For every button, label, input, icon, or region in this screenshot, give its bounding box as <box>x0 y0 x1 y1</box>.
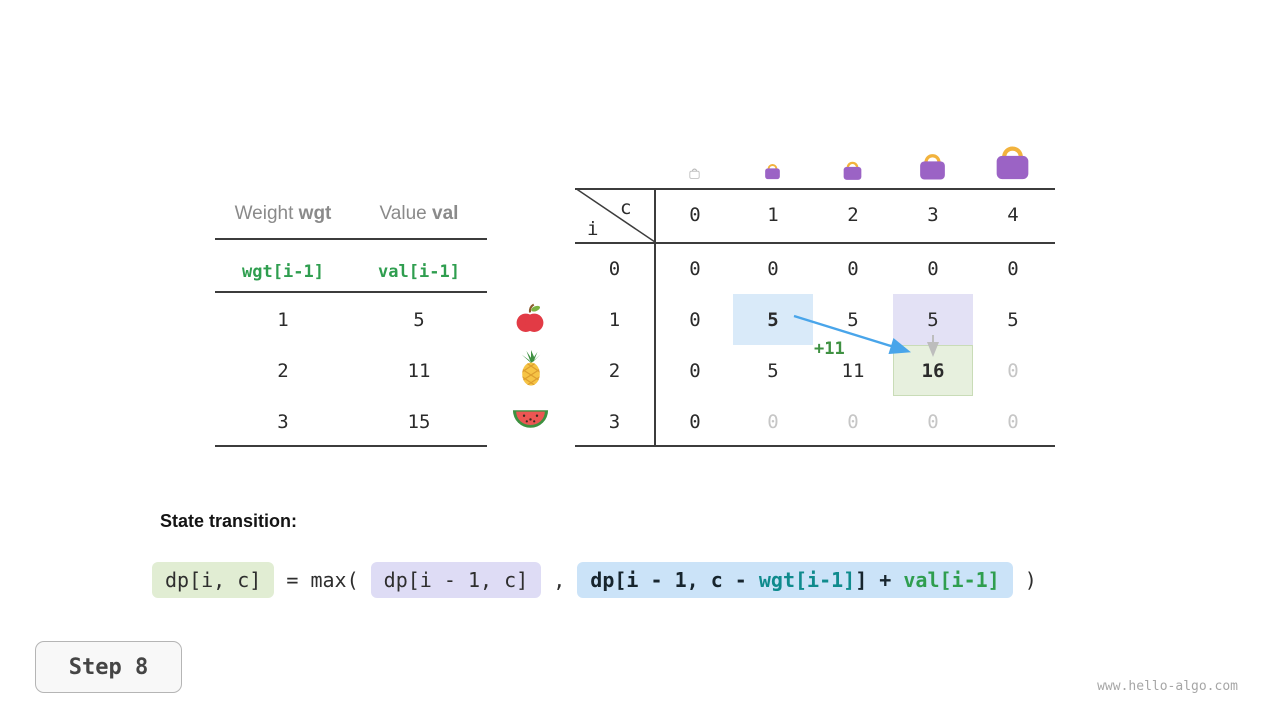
dp-row-header-3: 3 <box>608 410 621 433</box>
formula-closing: ) <box>1012 568 1037 592</box>
dp-col-header-2: 2 <box>847 204 859 226</box>
item-3-value: 15 <box>407 411 431 433</box>
items-bottom-rule <box>215 445 487 447</box>
dp-cell-i2-c3: 16 <box>893 345 973 396</box>
dp-cell-i0-c2: 0 <box>847 257 859 280</box>
dp-cell-i3-c4: 0 <box>1007 410 1019 433</box>
dp-cell-i1-c3: 5 <box>893 294 973 345</box>
dp-cell-i1-c1: 5 <box>733 294 813 345</box>
dp-cell-i2-c0: 0 <box>689 359 701 382</box>
dp-cell-i0-c1: 0 <box>767 257 779 280</box>
dp-cell-i2-c2: 11 <box>841 359 865 382</box>
item-row-1: 1 5 <box>215 305 487 335</box>
formula-arg2: dp[i - 1, c - wgt[i-1]] + val[i-1] <box>577 562 1013 598</box>
wgt-index-code: wgt[i-1] <box>242 262 324 282</box>
formula-arg2-part-val: val[i-1] <box>903 568 1000 592</box>
dp-cell-i1-c4: 5 <box>1007 308 1019 331</box>
item-1-value: 5 <box>413 309 425 331</box>
formula-arg2-part-wgt: wgt[i-1] <box>758 568 856 592</box>
bag-icon-capacity-4 <box>996 146 1029 180</box>
transition-value-label: +11 <box>814 339 845 359</box>
item-row-2: 2 11 <box>215 356 487 386</box>
weight-column-header: Weight wgt <box>234 203 332 224</box>
item-row-3: 3 15 <box>215 407 487 437</box>
formula-arg1: dp[i - 1, c] <box>370 562 542 598</box>
watermark: www.hello-algo.com <box>1097 679 1238 694</box>
step-badge: Step 8 <box>35 641 182 693</box>
dp-cell-i2-c1: 5 <box>767 359 779 382</box>
dp-corner-diagonal <box>575 188 655 242</box>
formula-separator: , <box>541 568 578 592</box>
bag-icon-capacity-3 <box>920 154 945 180</box>
bag-icon-capacity-1 <box>765 164 780 180</box>
dp-cell-i2-c4: 0 <box>1007 359 1019 382</box>
items-index-rule <box>215 291 487 293</box>
dp-header-rule <box>575 242 1055 244</box>
dp-cell-i3-c0: 0 <box>689 410 701 433</box>
item-2-value: 11 <box>407 360 431 382</box>
dp-col-header-4: 4 <box>1007 204 1019 226</box>
dp-cell-i3-c3: 0 <box>927 410 939 433</box>
dp-cell-i3-c2: 0 <box>847 410 859 433</box>
pineapple-icon <box>521 350 541 386</box>
bag-icon-capacity-2 <box>843 161 862 180</box>
dp-cell-i1-c2: 5 <box>847 308 859 331</box>
dp-col-header-1: 1 <box>767 204 779 226</box>
dp-cell-i1-c0: 0 <box>689 308 701 331</box>
items-table-header: Weight wgt Value val <box>215 199 487 229</box>
formula-arg2-part-plain-bold: dp[i - 1, c - <box>590 568 759 592</box>
item-3-weight: 3 <box>277 411 289 433</box>
dp-top-rule <box>575 188 1055 190</box>
item-1-weight: 1 <box>277 309 289 331</box>
item-2-weight: 2 <box>277 360 289 382</box>
items-header-rule <box>215 238 487 240</box>
dp-bottom-rule <box>575 445 1055 447</box>
items-index-row: wgt[i-1] val[i-1] <box>215 257 487 287</box>
dp-col-var-label: c <box>620 197 632 219</box>
dp-vertical-rule <box>654 188 656 447</box>
bag-outline-icon-capacity-0 <box>689 168 700 179</box>
formula-equals-max: = max( <box>274 568 371 592</box>
watermelon-icon <box>512 410 549 428</box>
state-transition-formula: dp[i, c] = max( dp[i - 1, c] , dp[i - 1,… <box>152 560 1037 600</box>
val-index-code: val[i-1] <box>378 262 460 282</box>
dp-row-header-1: 1 <box>608 308 621 331</box>
value-column-header: Value val <box>379 203 459 224</box>
formula-arg2-part-plain-bold: ] + <box>855 568 904 592</box>
state-transition-heading: State transition: <box>160 511 298 531</box>
dp-row-header-0: 0 <box>608 257 621 280</box>
dp-col-header-0: 0 <box>689 204 701 226</box>
dp-cell-i0-c4: 0 <box>1007 257 1019 280</box>
dp-row-var-label: i <box>587 218 599 240</box>
dp-col-header-3: 3 <box>927 204 939 226</box>
dp-cell-i3-c1: 0 <box>767 410 779 433</box>
dp-row-header-2: 2 <box>608 359 621 382</box>
apple-icon <box>516 303 544 332</box>
dp-cell-i0-c3: 0 <box>927 257 939 280</box>
formula-lhs: dp[i, c] <box>152 562 275 598</box>
dp-cell-i0-c0: 0 <box>689 257 701 280</box>
